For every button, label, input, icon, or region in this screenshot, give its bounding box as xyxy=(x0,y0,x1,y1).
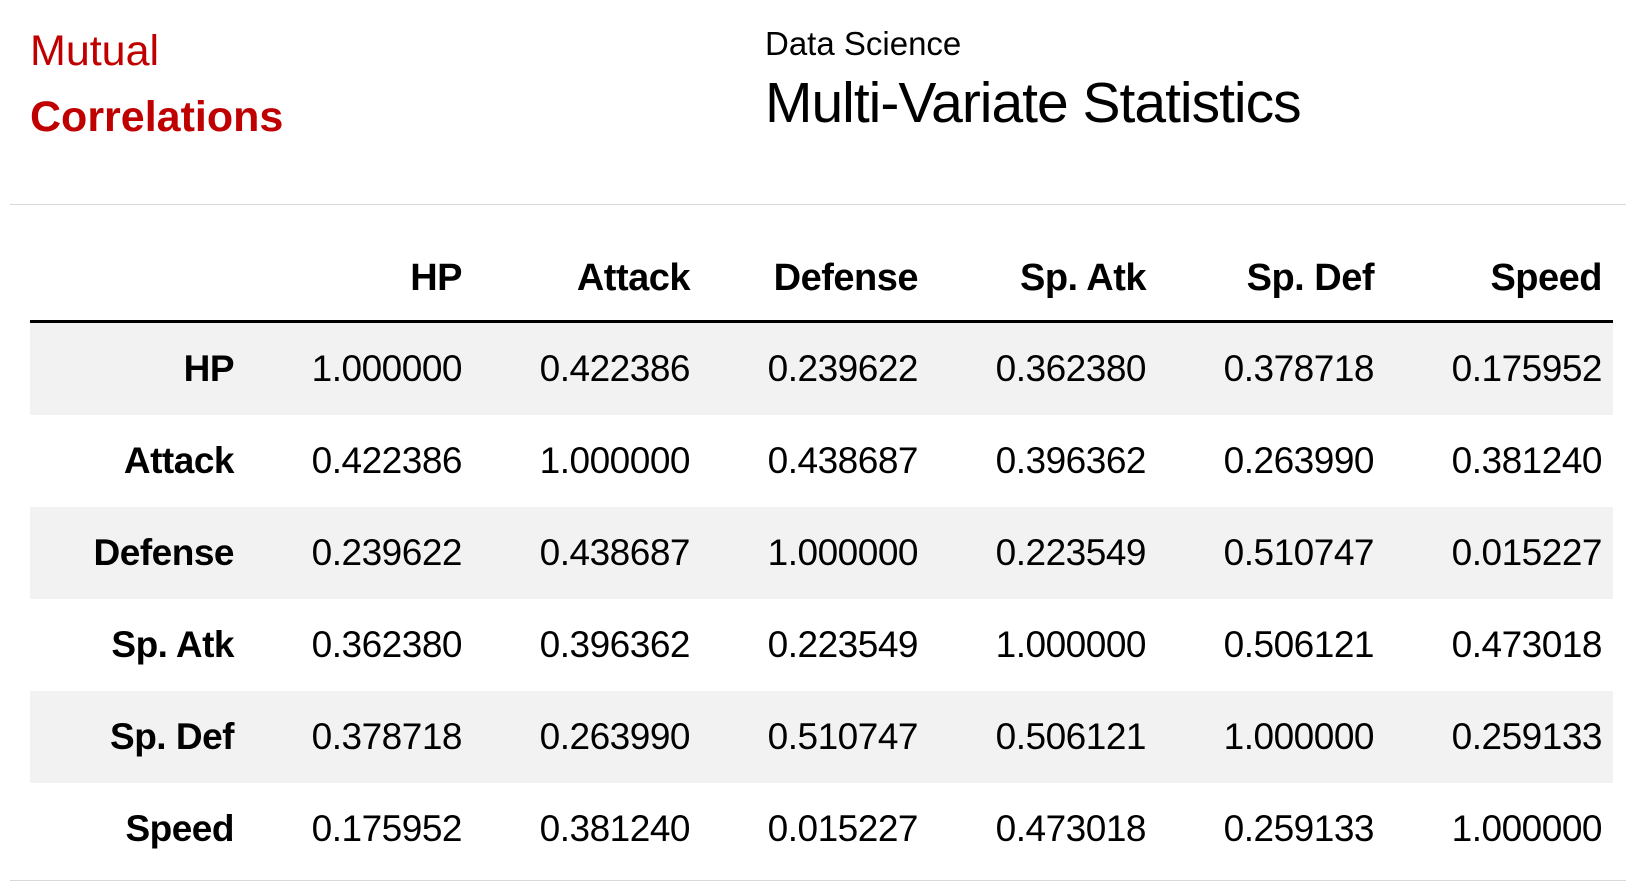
matrix-cell: 0.438687 xyxy=(539,532,691,573)
top-divider xyxy=(10,204,1626,205)
slide-topic-line1: Mutual xyxy=(30,27,160,75)
matrix-cell: 0.473018 xyxy=(1451,624,1603,665)
matrix-cell: 0.259133 xyxy=(1223,808,1375,849)
matrix-cell: 0.175952 xyxy=(1451,348,1603,389)
column-header-attack: Attack xyxy=(473,204,701,323)
matrix-cell: 0.381240 xyxy=(539,808,691,849)
matrix-cell: 0.263990 xyxy=(1223,440,1375,481)
matrix-cell: 0.510747 xyxy=(1223,532,1375,573)
column-header-hp: HP xyxy=(245,204,473,323)
matrix-cell: 0.381240 xyxy=(1451,440,1603,481)
matrix-cell: 0.506121 xyxy=(1223,624,1375,665)
table-header-row: HP Attack Defense Sp. Atk Sp. Def Speed xyxy=(30,204,1613,323)
matrix-cell: 0.223549 xyxy=(767,624,919,665)
row-label: Defense xyxy=(93,532,235,573)
row-label: Sp. Atk xyxy=(111,624,234,665)
correlation-table: HP Attack Defense Sp. Atk Sp. Def Speed … xyxy=(30,204,1613,875)
matrix-cell: 0.239622 xyxy=(767,348,919,389)
row-label: Sp. Def xyxy=(110,716,234,757)
table-row-sp-def: Sp. Def 0.378718 0.263990 0.510747 0.506… xyxy=(30,691,1613,783)
matrix-cell: 0.396362 xyxy=(995,440,1147,481)
matrix-cell: 0.510747 xyxy=(767,716,919,757)
matrix-cell: 0.362380 xyxy=(311,624,463,665)
matrix-cell: 1.000000 xyxy=(767,532,919,573)
matrix-cell: 1.000000 xyxy=(311,348,463,389)
column-header-sp-atk: Sp. Atk xyxy=(929,204,1157,323)
table-row-speed: Speed 0.175952 0.381240 0.015227 0.47301… xyxy=(30,783,1613,875)
matrix-cell: 0.422386 xyxy=(311,440,463,481)
matrix-cell: 1.000000 xyxy=(1223,716,1375,757)
slide-topic-line2: Correlations xyxy=(30,93,284,141)
matrix-cell: 0.223549 xyxy=(995,532,1147,573)
matrix-cell: 1.000000 xyxy=(1451,808,1603,849)
course-kicker: Data Science xyxy=(765,25,962,62)
page-title: Multi-Variate Statistics xyxy=(765,71,1302,135)
matrix-cell: 0.362380 xyxy=(995,348,1147,389)
matrix-cell: 0.015227 xyxy=(1451,532,1603,573)
matrix-cell: 0.396362 xyxy=(539,624,691,665)
matrix-cell: 0.506121 xyxy=(995,716,1147,757)
bottom-divider xyxy=(10,880,1626,881)
table-row-defense: Defense 0.239622 0.438687 1.000000 0.223… xyxy=(30,507,1613,599)
table-row-hp: HP 1.000000 0.422386 0.239622 0.362380 0… xyxy=(30,321,1613,415)
slide-header: Data Science Multi-Variate Statistics xyxy=(765,24,1302,135)
matrix-cell: 0.263990 xyxy=(539,716,691,757)
table-row-attack: Attack 0.422386 1.000000 0.438687 0.3963… xyxy=(30,415,1613,507)
matrix-cell: 0.239622 xyxy=(311,532,463,573)
matrix-cell: 1.000000 xyxy=(995,624,1147,665)
matrix-cell: 0.175952 xyxy=(311,808,463,849)
matrix-cell: 0.378718 xyxy=(1223,348,1375,389)
slide-topic-title: Mutual Correlations xyxy=(30,18,283,150)
corner-cell xyxy=(30,204,245,323)
column-header-sp-def: Sp. Def xyxy=(1157,204,1385,323)
matrix-cell: 0.259133 xyxy=(1451,716,1603,757)
column-header-speed: Speed xyxy=(1385,204,1613,323)
matrix-cell: 0.378718 xyxy=(311,716,463,757)
matrix-cell: 0.438687 xyxy=(767,440,919,481)
matrix-cell: 0.015227 xyxy=(767,808,919,849)
row-label: Speed xyxy=(125,808,234,849)
row-label: Attack xyxy=(123,440,235,481)
matrix-cell: 0.473018 xyxy=(995,808,1147,849)
column-header-defense: Defense xyxy=(701,204,929,323)
table-row-sp-atk: Sp. Atk 0.362380 0.396362 0.223549 1.000… xyxy=(30,599,1613,691)
row-label: HP xyxy=(183,348,235,389)
matrix-cell: 1.000000 xyxy=(539,440,691,481)
matrix-cell: 0.422386 xyxy=(539,348,691,389)
